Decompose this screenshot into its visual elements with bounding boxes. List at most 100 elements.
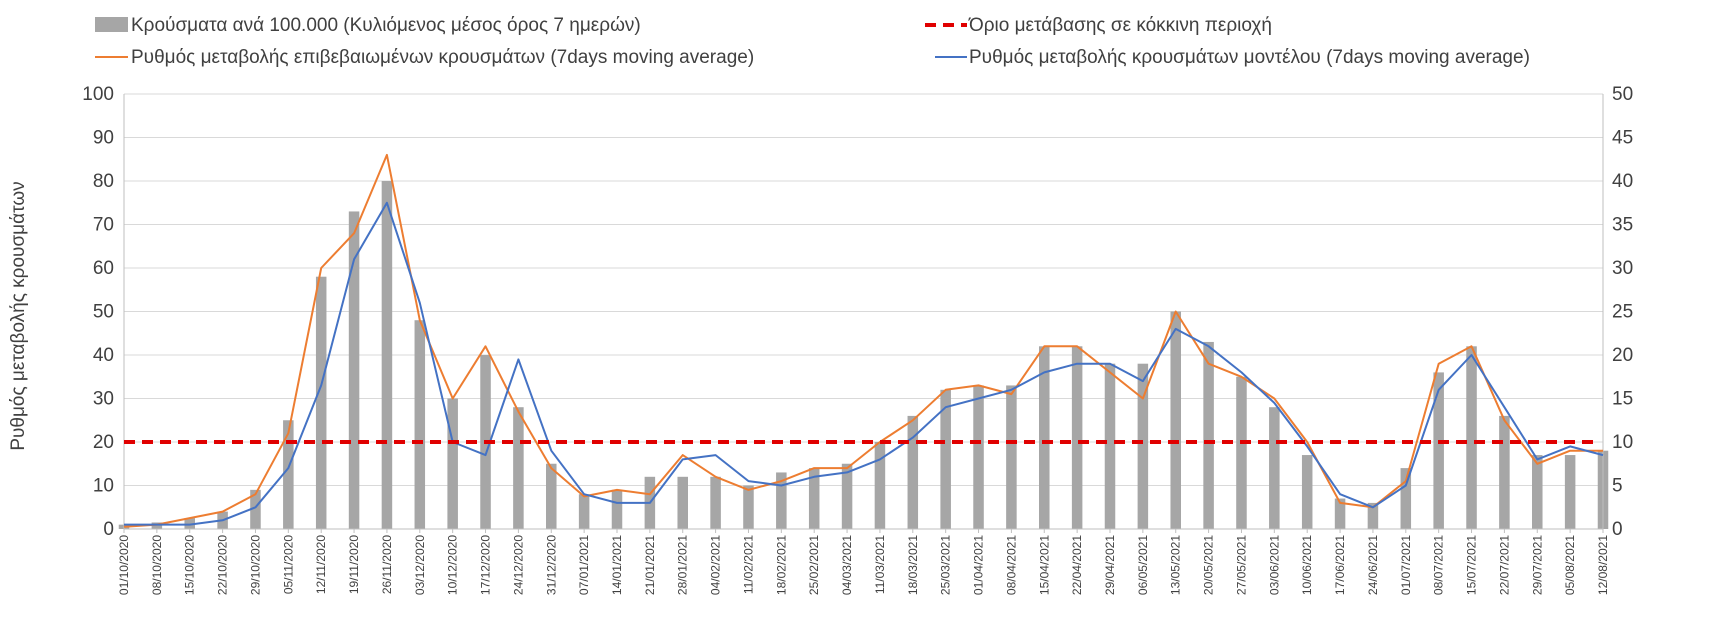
y2-tick-label: 45 bbox=[1612, 128, 1633, 149]
legend-orange-label: Ρυθμός μεταβολής επιβεβαιωμένων κρουσμάτ… bbox=[131, 47, 754, 68]
y-tick-label: 70 bbox=[93, 215, 114, 236]
y2-tick-label: 10 bbox=[1612, 432, 1633, 453]
x-tick-label: 10/06/2021 bbox=[1300, 535, 1314, 595]
x-tick-label: 25/02/2021 bbox=[807, 535, 821, 595]
bar bbox=[151, 522, 163, 529]
bar bbox=[973, 385, 984, 529]
bar bbox=[1071, 346, 1083, 529]
y-tick-label: 20 bbox=[93, 432, 114, 453]
bar bbox=[841, 463, 853, 529]
bar bbox=[1367, 502, 1379, 529]
x-tick-label: 22/04/2021 bbox=[1070, 535, 1084, 595]
legend-bars-swatch bbox=[95, 17, 128, 32]
bar bbox=[1433, 372, 1444, 529]
x-tick-label: 22/10/2020 bbox=[216, 535, 230, 595]
x-tick-label: 04/02/2021 bbox=[709, 535, 723, 595]
bar bbox=[1236, 376, 1247, 529]
x-tick-label: 28/01/2021 bbox=[676, 535, 690, 595]
x-tick-label: 08/04/2021 bbox=[1004, 535, 1018, 595]
bar bbox=[808, 468, 820, 529]
x-tick-label: 14/01/2021 bbox=[610, 535, 624, 595]
bar bbox=[743, 485, 754, 529]
x-tick-label: 31/12/2020 bbox=[544, 535, 558, 595]
bar bbox=[348, 211, 360, 529]
y-tick-label: 60 bbox=[93, 258, 114, 279]
x-tick-label: 06/05/2021 bbox=[1136, 535, 1150, 595]
bar bbox=[1137, 363, 1149, 529]
x-tick-label: 11/02/2021 bbox=[741, 535, 755, 594]
x-tick-label: 29/04/2021 bbox=[1103, 535, 1117, 595]
bar bbox=[1006, 385, 1017, 529]
bar bbox=[940, 389, 951, 529]
y2-tick-label: 35 bbox=[1612, 215, 1633, 236]
y2-tick-label: 30 bbox=[1612, 258, 1633, 279]
bar bbox=[1466, 346, 1477, 529]
y2-tick-label: 25 bbox=[1612, 302, 1633, 323]
bar bbox=[776, 472, 787, 529]
y2-tick-label: 20 bbox=[1612, 345, 1633, 366]
bar bbox=[611, 489, 623, 529]
y2-tick-label: 40 bbox=[1612, 171, 1633, 192]
bar bbox=[1334, 498, 1346, 529]
x-tick-label: 12/08/2021 bbox=[1596, 535, 1610, 595]
x-tick-label: 20/05/2021 bbox=[1202, 535, 1216, 595]
x-tick-label: 01/04/2021 bbox=[972, 535, 986, 595]
x-tick-label: 15/04/2021 bbox=[1037, 535, 1051, 595]
bar bbox=[1269, 407, 1280, 529]
x-tick-label: 18/03/2021 bbox=[906, 535, 920, 595]
x-tick-label: 01/10/2020 bbox=[117, 535, 131, 595]
bar bbox=[447, 398, 458, 529]
x-tick-label: 03/12/2020 bbox=[413, 535, 427, 595]
legend-blue-label: Ρυθμός μεταβολής κρουσμάτων μοντέλου (7d… bbox=[969, 47, 1530, 68]
y-tick-label: 100 bbox=[82, 84, 114, 105]
x-tick-label: 04/03/2021 bbox=[840, 535, 854, 595]
x-tick-label: 18/02/2021 bbox=[774, 535, 788, 595]
x-tick-label: 13/05/2021 bbox=[1169, 535, 1183, 595]
x-tick-label: 08/07/2021 bbox=[1432, 535, 1446, 595]
bar bbox=[513, 407, 524, 529]
y-tick-label: 90 bbox=[93, 128, 114, 149]
y-tick-label: 40 bbox=[93, 345, 114, 366]
bar bbox=[710, 476, 721, 529]
y2-tick-label: 50 bbox=[1612, 84, 1633, 105]
bar bbox=[283, 420, 294, 529]
legend-bars-label: Κρούσματα ανά 100.000 (Κυλιόμενος μέσος … bbox=[131, 15, 641, 36]
x-tick-label: 26/11/2020 bbox=[380, 535, 394, 594]
bar bbox=[184, 518, 195, 529]
bar bbox=[1203, 341, 1214, 529]
bar bbox=[1400, 468, 1412, 529]
legend-threshold-label: Όριο μετάβασης σε κόκκινη περιοχή bbox=[968, 15, 1272, 36]
y-tick-label: 80 bbox=[93, 171, 114, 192]
y2-tick-label: 15 bbox=[1612, 389, 1633, 410]
bar bbox=[1104, 363, 1116, 529]
bar bbox=[250, 489, 261, 529]
x-tick-label: 29/07/2021 bbox=[1530, 535, 1544, 595]
bar bbox=[874, 442, 886, 529]
x-tick-label: 25/03/2021 bbox=[939, 535, 953, 595]
axes: 0 10 20 30 40 50 60 70 80 90 100 0 5 10 15 20 25 30 35 40 45… bbox=[82, 84, 1633, 595]
bar bbox=[546, 463, 557, 529]
x-tick-label: 01/07/2021 bbox=[1399, 535, 1413, 595]
x-tick-label: 03/06/2021 bbox=[1267, 535, 1281, 595]
x-tick-label: 05/11/2020 bbox=[281, 535, 295, 594]
x-tick-label: 15/07/2021 bbox=[1465, 535, 1479, 595]
bar bbox=[381, 181, 393, 529]
x-tick-label: 05/08/2021 bbox=[1563, 535, 1577, 595]
y2-tick-label: 5 bbox=[1612, 476, 1623, 497]
x-tick-label: 15/10/2020 bbox=[183, 535, 197, 595]
bar bbox=[907, 415, 919, 529]
bar bbox=[414, 320, 426, 529]
x-tick-label: 08/10/2020 bbox=[150, 535, 164, 595]
x-tick-label: 27/05/2021 bbox=[1234, 535, 1248, 595]
bar bbox=[1301, 455, 1313, 529]
x-tick-label: 07/01/2021 bbox=[577, 535, 591, 595]
x-tick-label: 11/03/2021 bbox=[873, 535, 887, 594]
x-tick-label: 19/11/2020 bbox=[347, 535, 361, 594]
confirmed-cases-line bbox=[123, 153, 1603, 528]
bar bbox=[1564, 455, 1576, 529]
line-series bbox=[123, 153, 1604, 528]
bar bbox=[1170, 311, 1181, 529]
model-cases-line bbox=[124, 201, 1604, 526]
y-axis-title: Ρυθμός μεταβολής κρουσμάτων bbox=[8, 181, 29, 450]
